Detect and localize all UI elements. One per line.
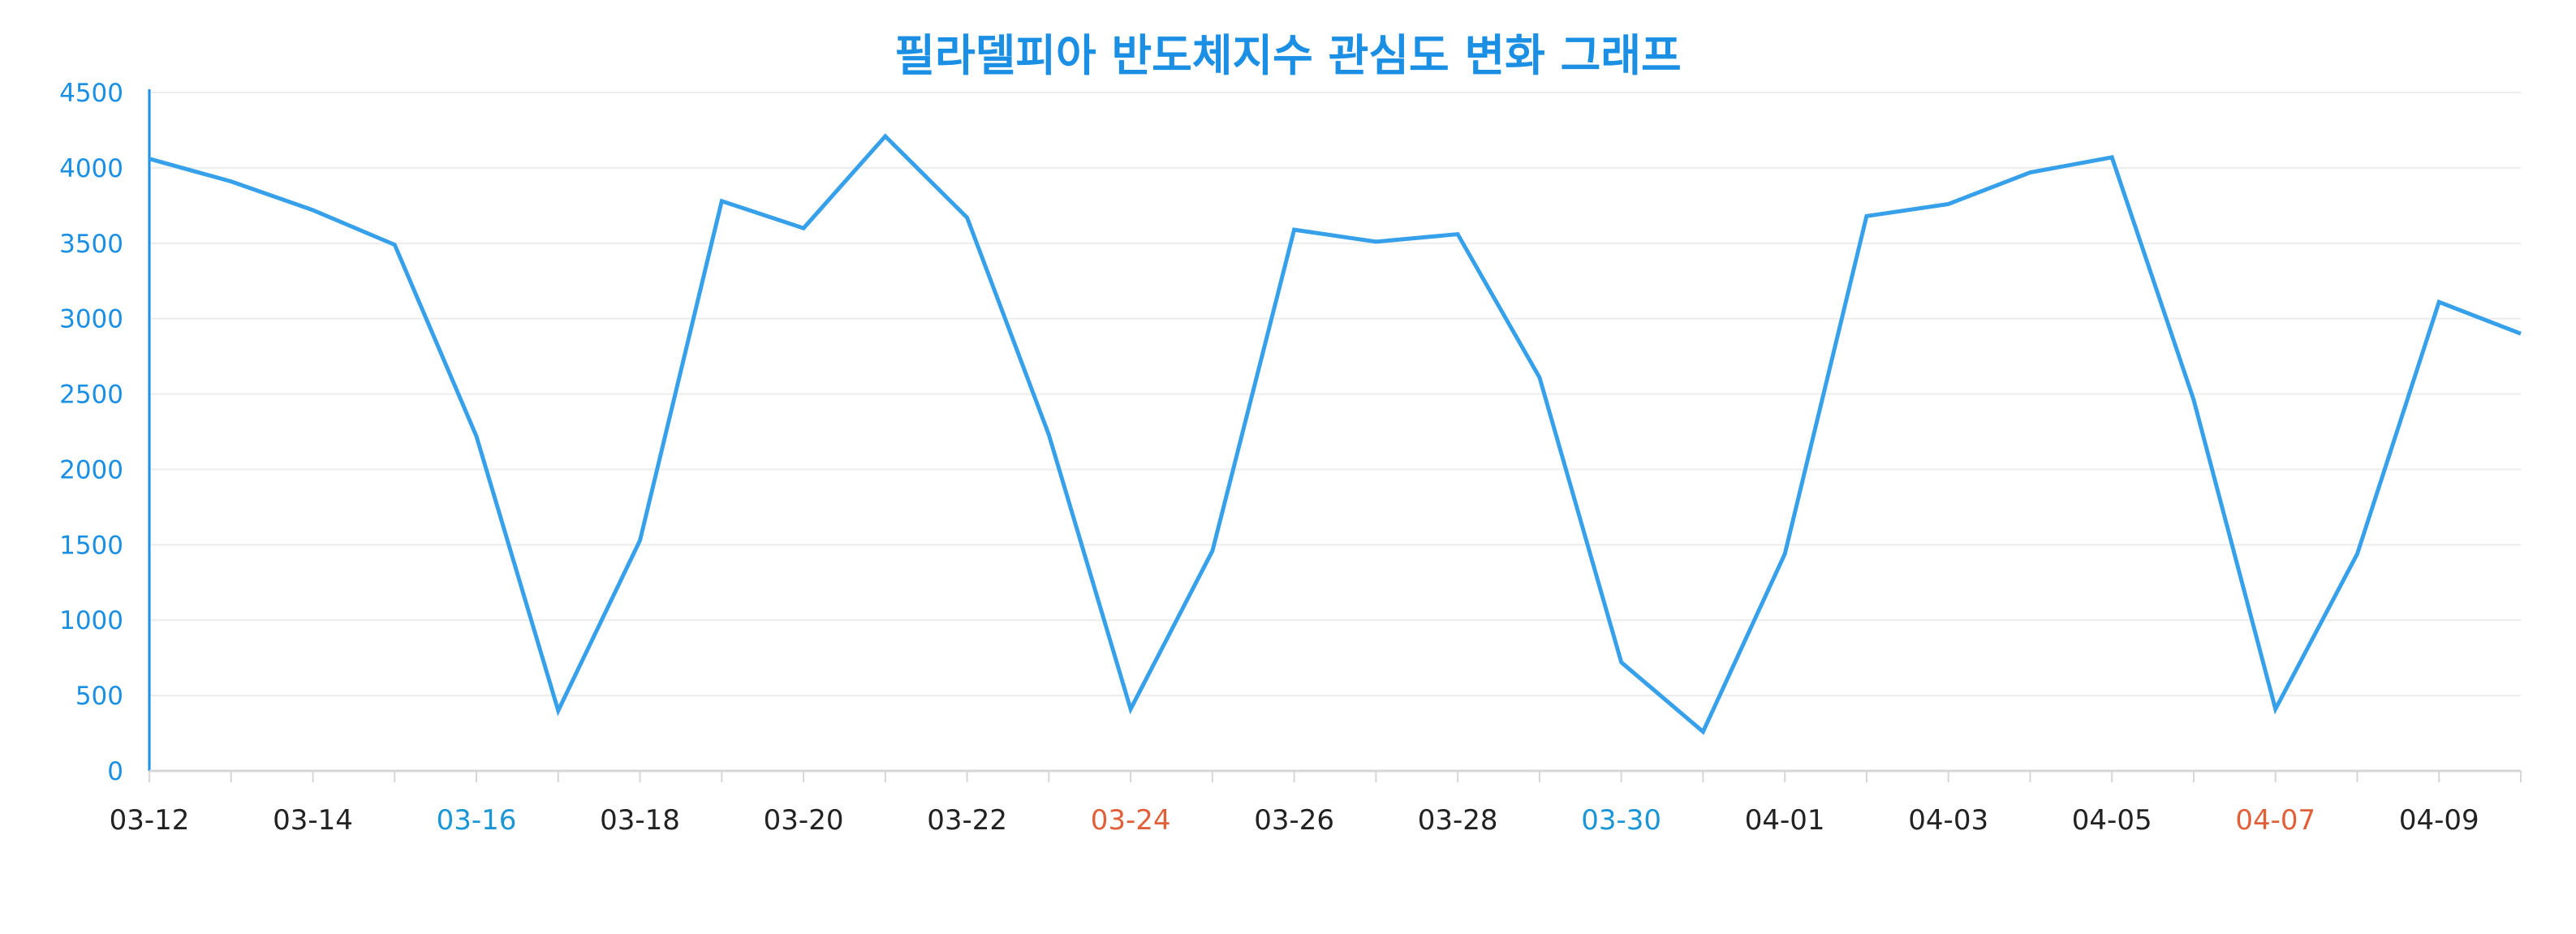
x-tick-label: 03-20 (764, 804, 844, 837)
y-tick-label: 3500 (59, 230, 123, 259)
chart-title: 필라델피아 반도체지수 관심도 변화 그래프 (894, 30, 1682, 81)
y-tick-label: 4500 (59, 79, 123, 108)
y-tick-label: 1500 (59, 531, 123, 560)
x-tick-label: 03-18 (600, 804, 680, 837)
x-tick-label: 04-01 (1745, 804, 1825, 837)
x-tick-label: 03-22 (927, 804, 1007, 837)
y-tick-label: 4000 (59, 154, 123, 183)
x-tick-label: 03-28 (1418, 804, 1498, 837)
x-tick-label: 03-16 (437, 804, 517, 837)
x-tick-label: 03-14 (273, 804, 353, 837)
axes (148, 89, 2522, 782)
x-tick-label: 04-05 (2072, 804, 2152, 837)
x-tick-label: 03-26 (1254, 804, 1334, 837)
y-tick-label: 2000 (59, 455, 123, 484)
series-layer (149, 133, 2522, 735)
x-tick-label: 03-30 (1581, 804, 1661, 837)
x-tick-label: 04-09 (2399, 804, 2479, 837)
y-tick-label: 1000 (59, 606, 123, 635)
grid-lines (149, 92, 2521, 697)
y-tick-label: 0 (107, 757, 123, 786)
x-axis-ticks: 03-12 03-14 03-16 03-18 03-20 03-22 03-24 03-26… (110, 804, 2479, 837)
x-tick-label: 03-12 (110, 804, 190, 837)
x-tick-label: 04-07 (2235, 804, 2315, 837)
y-tick-label: 3000 (59, 305, 123, 334)
y-axis-ticks: 0 500 1000 1500 2000 2500 3000 3500 4000 4500 (59, 79, 123, 786)
x-tick-label: 04-03 (1908, 804, 1988, 837)
y-tick-label: 2500 (59, 381, 123, 410)
series-line (149, 133, 2522, 735)
x-tick-label: 03-24 (1091, 804, 1171, 837)
y-tick-label: 500 (75, 682, 123, 711)
